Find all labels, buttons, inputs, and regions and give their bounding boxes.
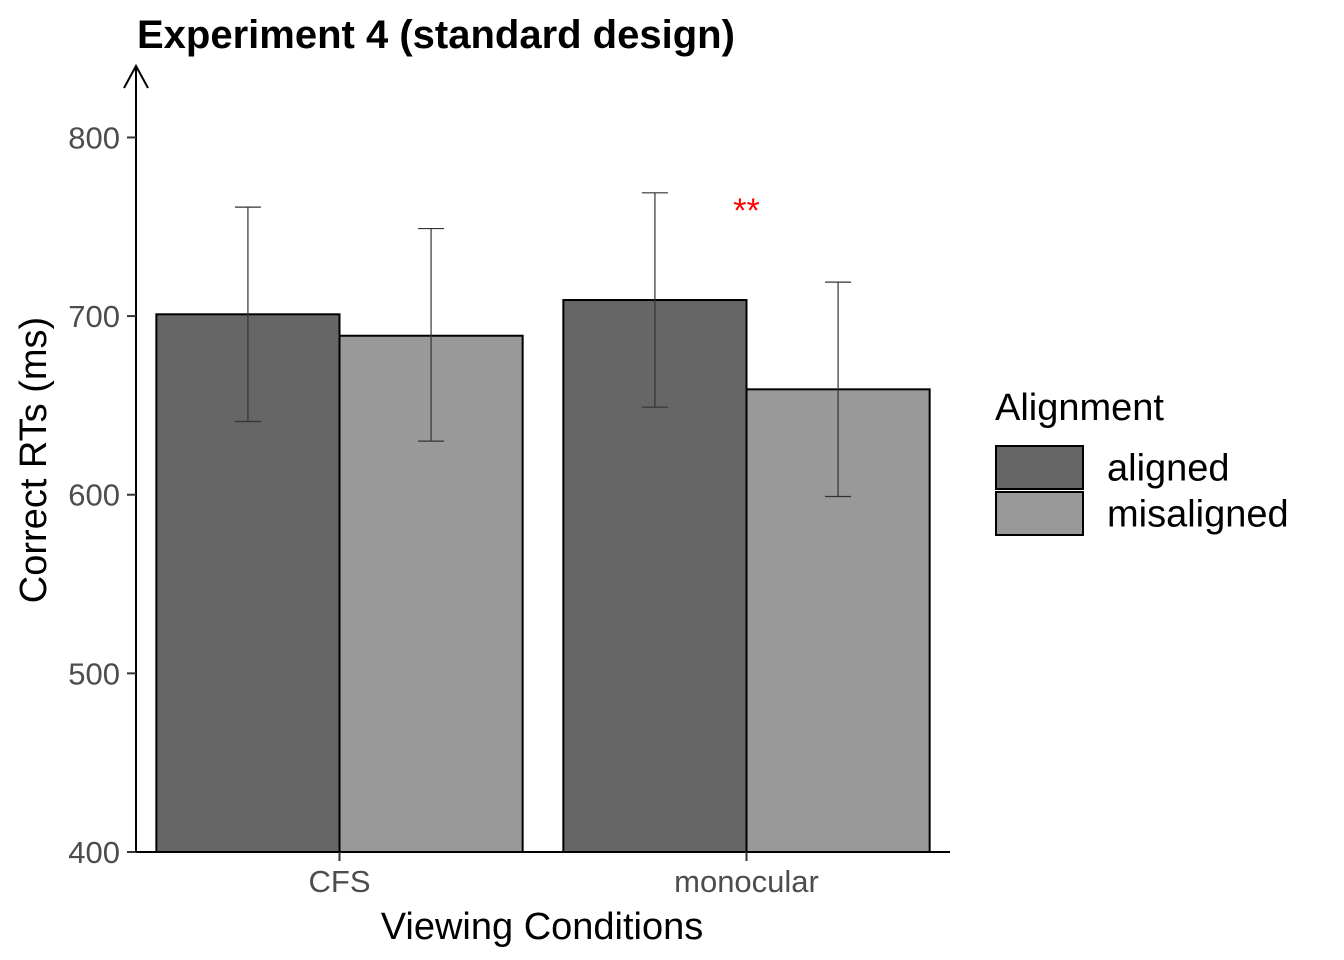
bars xyxy=(155,299,931,854)
y-axis-ticks: 400 500 600 700 800 xyxy=(68,120,136,870)
x-axis-ticks: CFS monocular xyxy=(309,852,819,899)
error-bar-misaligned-CFS xyxy=(418,227,445,442)
legend-item-aligned: aligned xyxy=(995,445,1230,490)
error-bar-misaligned-monocular xyxy=(825,281,852,498)
legend-label-aligned: aligned xyxy=(1107,448,1230,490)
x-axis-title: Viewing Conditions xyxy=(381,906,704,948)
y-tick-label: 600 xyxy=(68,478,120,513)
y-tick-label: 400 xyxy=(68,835,120,870)
bar-misaligned-monocular xyxy=(745,388,931,853)
error-bar-aligned-monocular xyxy=(641,192,668,408)
annotations: ** xyxy=(733,192,759,230)
x-tick-label-monocular: monocular xyxy=(674,864,819,899)
y-axis-title: Correct RTs (ms) xyxy=(13,317,55,603)
significance-annotation: ** xyxy=(733,192,759,230)
legend-label-misaligned: misaligned xyxy=(1107,494,1289,536)
legend-key-misaligned xyxy=(995,491,1084,536)
legend-key-aligned xyxy=(995,445,1084,490)
legend-item-misaligned: misaligned xyxy=(995,491,1289,536)
y-axis-arrow xyxy=(123,63,149,89)
legend-title: Alignment xyxy=(995,387,1164,429)
error-bar-aligned-CFS xyxy=(234,206,261,423)
error-bars xyxy=(234,192,852,498)
y-tick-label: 700 xyxy=(68,299,120,334)
x-tick-label-CFS: CFS xyxy=(309,864,371,899)
y-tick-label: 800 xyxy=(68,120,120,155)
chart-title: Experiment 4 (standard design) xyxy=(137,13,735,57)
y-tick-label: 500 xyxy=(68,656,120,691)
